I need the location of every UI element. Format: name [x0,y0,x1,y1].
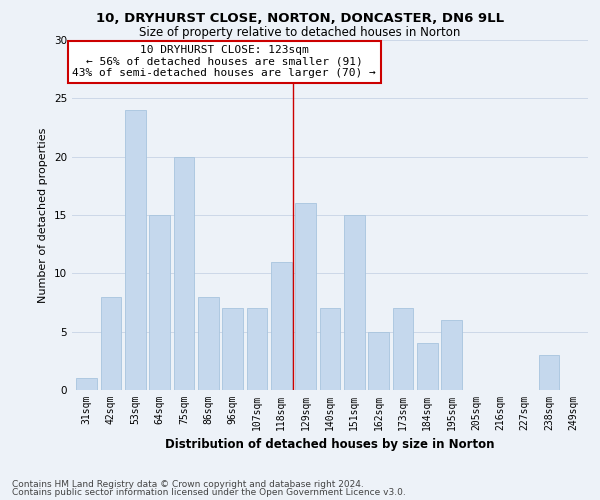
Text: Contains HM Land Registry data © Crown copyright and database right 2024.: Contains HM Land Registry data © Crown c… [12,480,364,489]
Bar [222,308,243,390]
Bar [392,308,413,390]
Bar [320,308,340,390]
Bar [417,344,438,390]
Text: Contains public sector information licensed under the Open Government Licence v3: Contains public sector information licen… [12,488,406,497]
Bar [368,332,389,390]
Bar [149,215,170,390]
Bar [442,320,462,390]
Bar [271,262,292,390]
Bar [247,308,268,390]
Bar [539,355,559,390]
Bar [198,296,218,390]
X-axis label: Distribution of detached houses by size in Norton: Distribution of detached houses by size … [165,438,495,452]
Text: 10, DRYHURST CLOSE, NORTON, DONCASTER, DN6 9LL: 10, DRYHURST CLOSE, NORTON, DONCASTER, D… [96,12,504,26]
Text: 10 DRYHURST CLOSE: 123sqm
← 56% of detached houses are smaller (91)
43% of semi-: 10 DRYHURST CLOSE: 123sqm ← 56% of detac… [73,46,376,78]
Bar [101,296,121,390]
Bar [76,378,97,390]
Bar [173,156,194,390]
Y-axis label: Number of detached properties: Number of detached properties [38,128,49,302]
Bar [344,215,365,390]
Text: Size of property relative to detached houses in Norton: Size of property relative to detached ho… [139,26,461,39]
Bar [125,110,146,390]
Bar [295,204,316,390]
